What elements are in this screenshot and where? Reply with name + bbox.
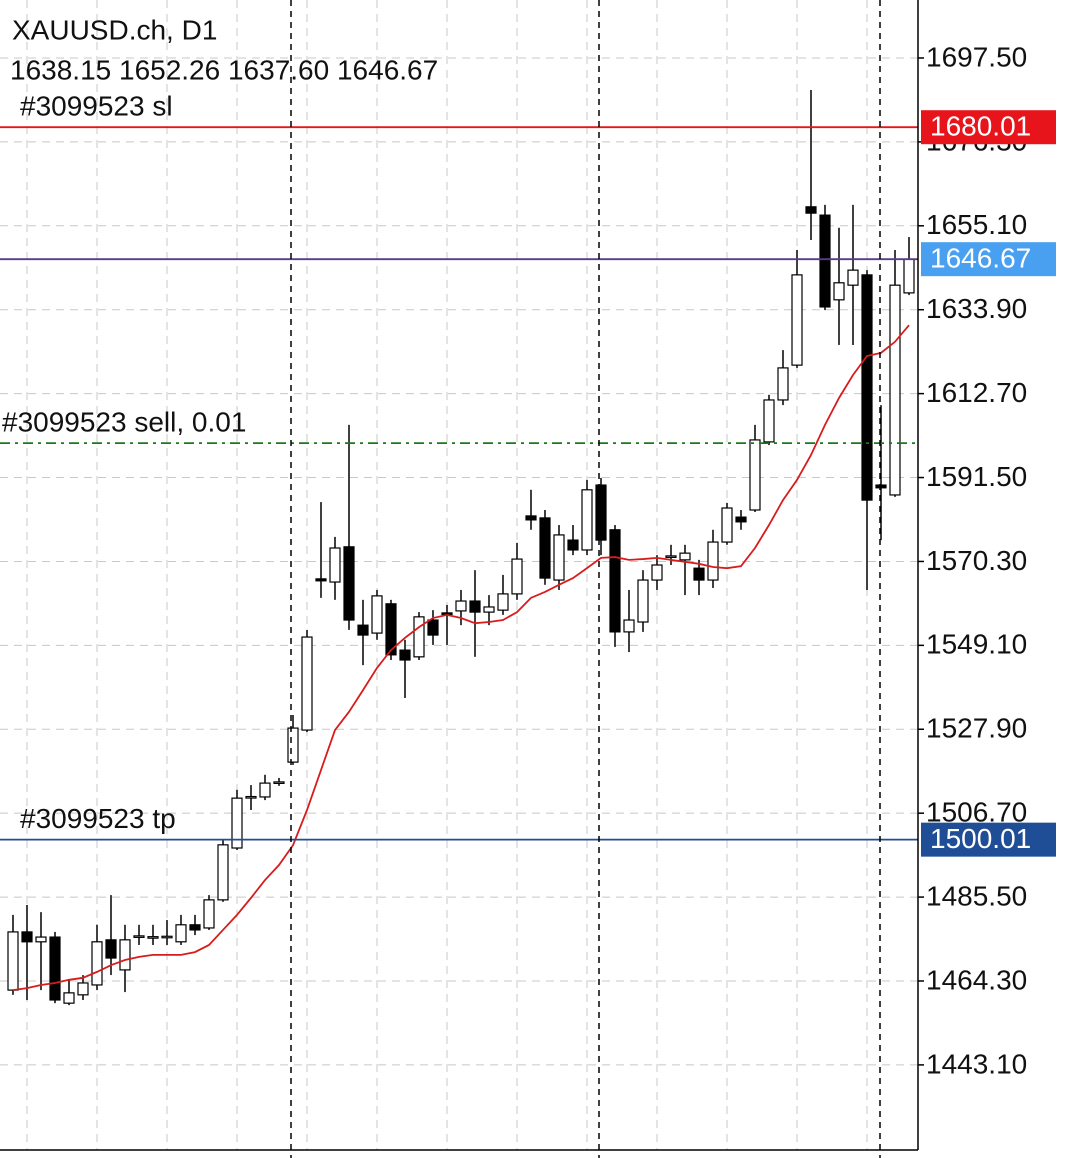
y-tick-label: 1655.10 [926,209,1027,240]
y-tick-label: 1591.50 [926,461,1027,492]
y-tick-label: 1527.90 [926,713,1027,744]
candle-body [49,936,61,1001]
y-tick-label: 1612.70 [926,377,1027,408]
candle-body [273,781,285,785]
candle-body [77,982,89,996]
candle-body [483,606,495,613]
candle-body [105,939,117,959]
candle-body [511,558,523,595]
candle-body [35,936,47,943]
candle-body [595,484,607,541]
candle-body [385,603,397,656]
y-tick-label: 1570.30 [926,545,1027,576]
candle-body [301,636,313,731]
candle-body [833,282,845,301]
candle-body [371,595,383,634]
candle-body [91,941,103,986]
price-tag-label: 1680.01 [930,111,1031,142]
y-tick-label: 1506.70 [926,797,1027,828]
candle-body [721,507,733,543]
candle-body [525,515,537,521]
y-tick-label: 1443.10 [926,1048,1027,1079]
candle-body [21,931,33,943]
candle-body [679,552,691,561]
candle-body [343,546,355,621]
candle-body [609,529,621,633]
price-tag-label: 1500.01 [930,823,1031,854]
candle-body [189,924,201,931]
y-tick-label: 1464.30 [926,964,1027,995]
candle-body [651,564,663,581]
candle-body [259,782,271,798]
candle-body [63,992,75,1004]
y-tick-label: 1485.50 [926,880,1027,911]
candle-body [847,269,859,286]
candle-body [819,214,831,308]
candle-body [637,579,649,623]
candle-body [287,727,299,763]
candle-body [217,844,229,901]
axis: 1697.501676.301655.101633.901612.701591.… [918,41,1056,1079]
candle-body [133,935,145,938]
candle-body [399,649,411,661]
candle-body [567,539,579,551]
candle-body [231,797,243,849]
candle-body [889,284,901,496]
candle-body [735,516,747,523]
candle-body [245,795,257,799]
chart-title: XAUUSD.ch, D1 [12,14,217,45]
candle-body [7,931,19,991]
candle-body [329,547,341,583]
candle-body [623,619,635,633]
candle-body [203,899,215,929]
candle-body [315,578,327,582]
ohlc-quote: 1638.15 1652.26 1637.60 1646.67 [10,54,438,85]
moving-average [12,324,910,991]
candle-body [763,399,775,443]
level-label: #3099523 sell, 0.01 [2,406,246,437]
candle-body [553,534,565,581]
price-tag [921,242,1056,277]
candle-body [665,555,677,559]
candle-body [147,936,159,939]
candle-body [875,484,887,489]
candle-body [413,616,425,658]
level-label: #3099523 tp [20,803,176,834]
candle-body [707,541,719,581]
candle-body [175,924,187,943]
candle-body [791,274,803,366]
candle-body [693,567,705,581]
candle-body [749,439,761,511]
candle-body [539,517,551,579]
candle-body [903,258,915,294]
plot: #3099523 sl #3099523 sell, 0.01 #3099523 t… [0,90,918,1006]
candle-body [455,600,467,612]
candle-body [357,624,369,636]
candle-body [427,619,439,636]
y-tick-label: 1697.50 [926,41,1027,72]
candle-body [469,600,481,613]
candle-body [497,593,509,611]
y-tick-label: 1633.90 [926,293,1027,324]
price-tag [921,822,1056,857]
price-tag-label: 1646.67 [930,243,1031,274]
candle-body [861,274,873,501]
price-tag [921,110,1056,145]
candle-body [161,935,173,939]
candle-body [777,367,789,401]
y-tick-label: 1549.10 [926,629,1027,660]
level-label: #3099523 sl [20,91,173,122]
candle-body [119,939,131,971]
candle-body [581,489,593,551]
candle-body [805,206,817,214]
